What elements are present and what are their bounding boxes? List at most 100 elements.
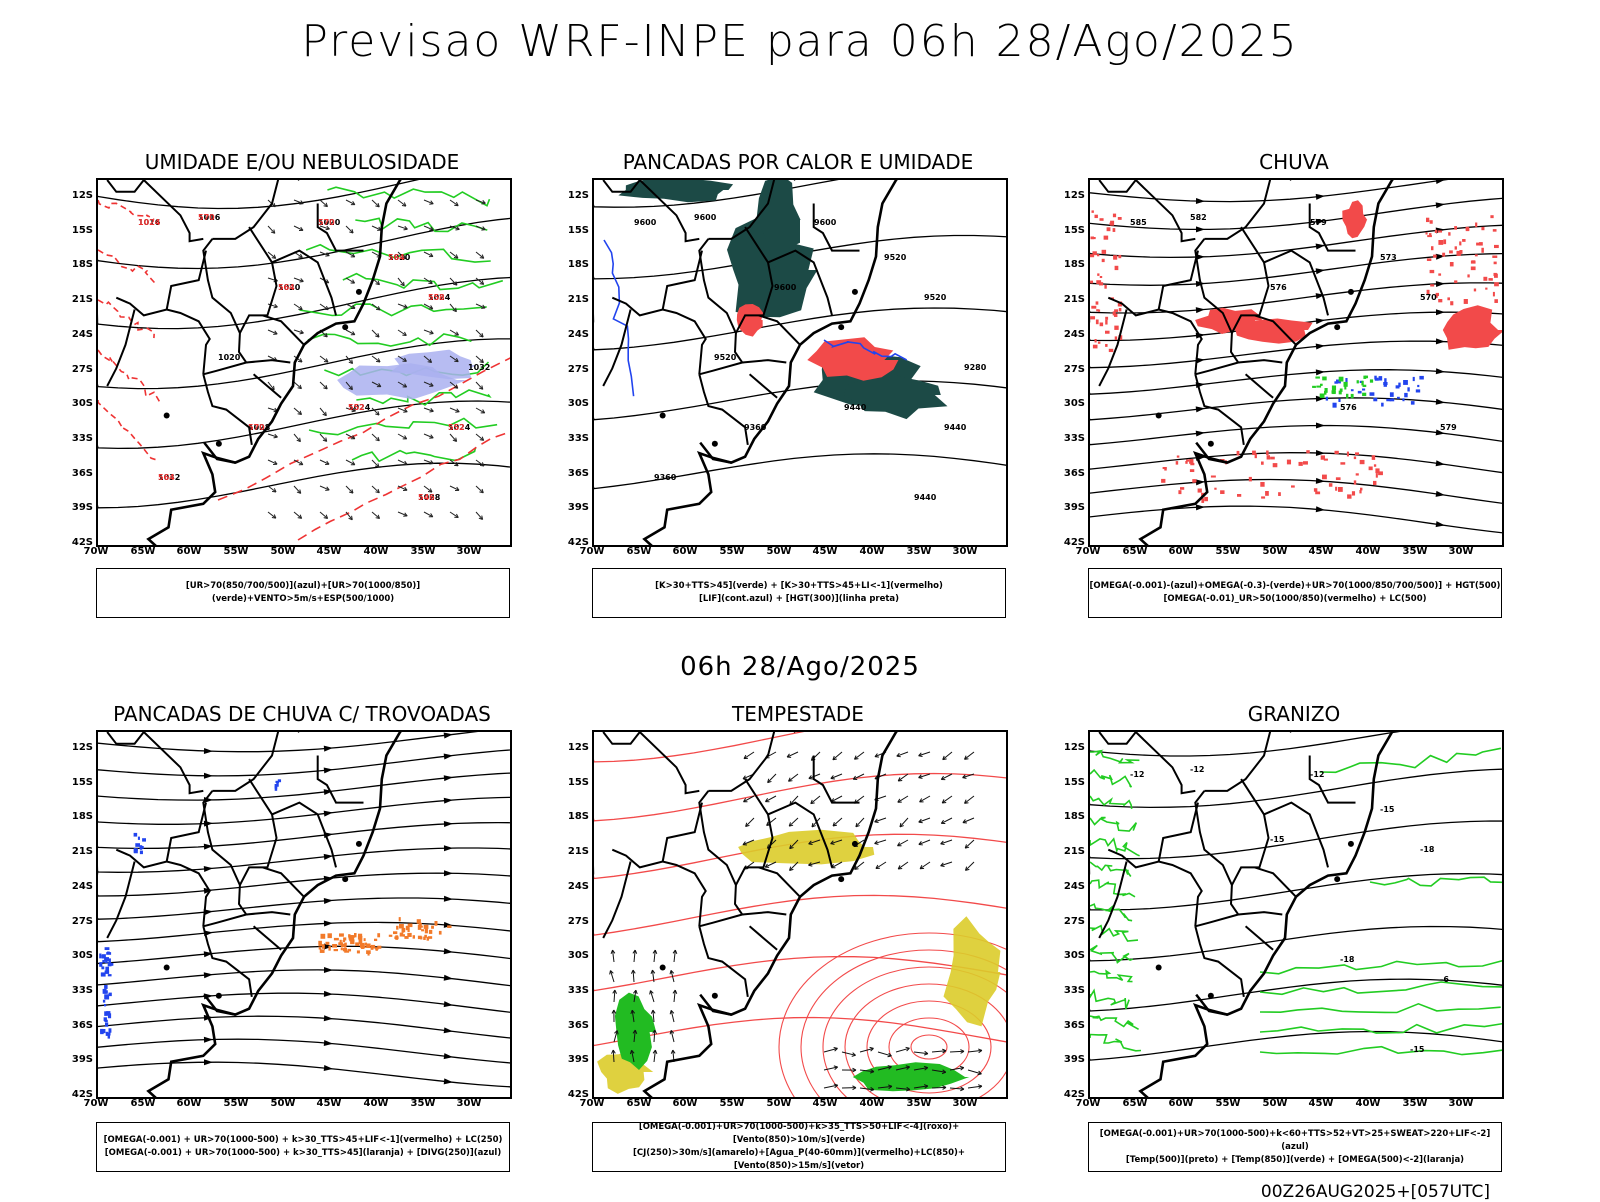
thunderstorm-speck (348, 934, 350, 937)
divergence-speck (106, 1032, 108, 1036)
rain-speck (1100, 218, 1104, 221)
omega-speck (1417, 385, 1419, 387)
thunderstorm-speck (366, 944, 371, 949)
divergence-speck (105, 958, 108, 963)
border-line (167, 803, 206, 862)
rain-speck (1252, 451, 1256, 455)
lake-mark (660, 412, 666, 418)
border-line (1255, 867, 1296, 896)
streamline-arrow (1436, 338, 1445, 344)
contour-label: -6 (1440, 975, 1449, 984)
temp850-contour (1090, 991, 1129, 1010)
wind-vector (811, 796, 820, 804)
rain-speck (1431, 246, 1433, 250)
longitude-tick: 30W (1446, 1098, 1476, 1109)
divergence-speck (99, 962, 102, 967)
forecast-map (96, 730, 512, 1099)
longitude-tick: 65W (1120, 546, 1150, 557)
contour-label: 573 (1380, 253, 1397, 262)
latitude-tick: 15S (1055, 225, 1085, 236)
streamline (1090, 254, 1502, 286)
rain-speck (1359, 490, 1361, 493)
rain-speck (1494, 299, 1498, 303)
streamline-arrow (444, 1078, 453, 1084)
rain-speck (1261, 462, 1264, 465)
longitude-tick: 40W (361, 1098, 391, 1109)
contour-label: 564 (158, 473, 175, 482)
jet-stream-area (944, 916, 1001, 1026)
rain-speck (1335, 487, 1337, 491)
lake-mark (712, 441, 718, 447)
streamline-arrow (204, 1059, 213, 1065)
rain-speck (1374, 464, 1376, 466)
panel-legend: [OMEGA(-0.001)-(azul)+OMEGA(-0.3)-(verde… (1088, 568, 1502, 618)
contour-label: -12 (1130, 770, 1144, 779)
divergence-speck (275, 786, 277, 791)
thunderstorm-speck (396, 926, 398, 930)
streamline-arrow (444, 870, 453, 876)
contour-label: 579 (1310, 218, 1327, 227)
rain-speck (1113, 255, 1117, 259)
coastline (1136, 732, 1412, 1097)
thunderstorm-speck (366, 950, 371, 954)
latitude-tick: 18S (63, 259, 93, 270)
streamline-arrow (444, 1027, 453, 1033)
omega-speck (1404, 393, 1407, 397)
latitude-tick: 27S (559, 364, 589, 375)
divergence-speck (105, 947, 110, 950)
rain-speck (1266, 451, 1269, 455)
legend-line: [OMEGA(-0.001) + UR>70(1000-500) + k>30_… (97, 1147, 509, 1160)
border-line (254, 926, 282, 950)
rain-speck (1095, 215, 1098, 218)
thunderstorm-speck (375, 947, 379, 949)
longitude-tick: 60W (1166, 1098, 1196, 1109)
humidity-green-contour (343, 274, 503, 290)
rain-speck (1190, 469, 1194, 472)
border-line (1310, 756, 1356, 803)
rain-speck (1433, 255, 1437, 258)
omega-speck (1339, 377, 1344, 382)
latitude-tick: 15S (559, 225, 589, 236)
coastline (640, 732, 916, 1097)
thunderstorm-speck (403, 934, 405, 936)
border-line (1238, 360, 1282, 362)
lake-mark (216, 441, 222, 447)
border-line (203, 926, 252, 997)
contour-label: 579 (1440, 423, 1457, 432)
temp850-contour (1090, 770, 1131, 787)
latitude-tick: 30S (1055, 950, 1085, 961)
longitude-tick: 65W (624, 546, 654, 557)
divergence-speck (105, 967, 109, 971)
rain-speck (1490, 215, 1493, 218)
legend-line: [Temp(500)](preto) + [Temp(850)](verde) … (1089, 1154, 1501, 1167)
lake-mark (852, 289, 858, 295)
thunderstorm-speck (319, 947, 322, 949)
contour-label: 564 (278, 283, 295, 292)
streamline-arrow (1196, 504, 1205, 510)
streamline (98, 946, 510, 963)
omega-speck (1390, 392, 1394, 397)
lake-mark (660, 964, 666, 970)
thunderstorm-speck (413, 935, 415, 938)
border-line (708, 732, 795, 791)
rain-area (1342, 200, 1367, 238)
contour-label: -18 (1420, 845, 1435, 854)
thunderstorm-speck (431, 926, 434, 929)
contour-label: 9280 (964, 363, 987, 372)
longitude-tick: 50W (1260, 546, 1290, 557)
streamline (98, 1016, 510, 1039)
temp850-contour (1260, 982, 1502, 994)
longitude-tick: 70W (577, 1098, 607, 1109)
panel-legend: [K>30+TTS>45](verde) + [K>30+TTS>45+LI<-… (592, 568, 1006, 618)
streamline-arrow (1196, 406, 1205, 412)
longitude-tick: 35W (1400, 546, 1430, 557)
lake-mark (852, 841, 858, 847)
longitude-tick: 45W (314, 546, 344, 557)
rain-speck (1115, 336, 1117, 339)
rain-speck (1113, 214, 1116, 218)
latitude-tick: 27S (1055, 916, 1085, 927)
streamline-arrow (1316, 344, 1325, 350)
longitude-tick: 40W (857, 546, 887, 557)
